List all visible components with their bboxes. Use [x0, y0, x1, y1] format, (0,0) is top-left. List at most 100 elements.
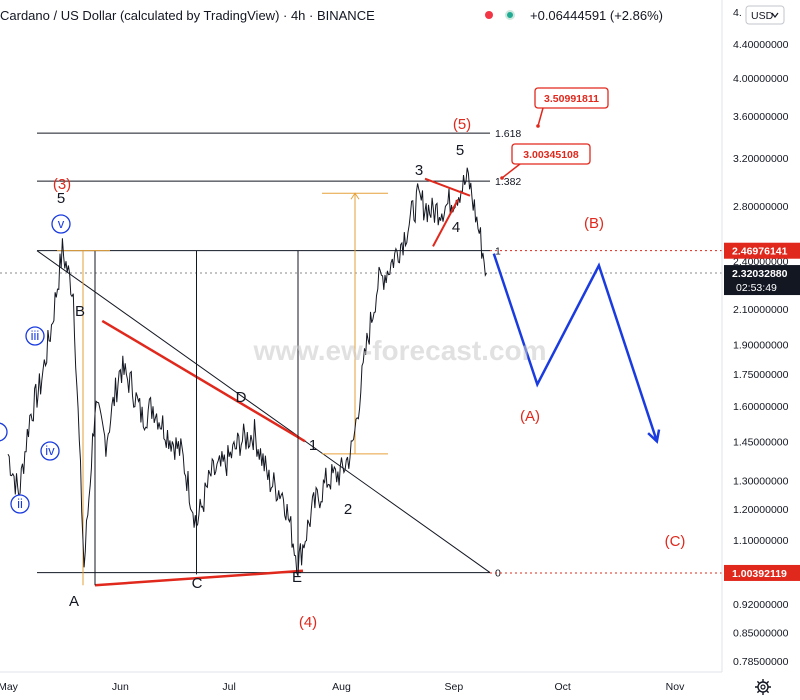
projection-line [492, 253, 659, 442]
wave-label-minor-circle [10, 494, 30, 514]
price-line [7, 167, 487, 577]
price-tag-label: 2.46976141 [732, 246, 788, 258]
fib-level-label: 1.618 [495, 128, 521, 140]
y-tick-label: 2.80000000 [733, 201, 789, 213]
callout-pointer [501, 163, 521, 179]
price-tag [724, 265, 800, 296]
wave-label: 1 [309, 437, 317, 454]
annotations: 3.50991811 3.00345108 [500, 87, 609, 180]
y-tick-label: 4.40000000 [733, 39, 789, 51]
wave-label-degree: (A) [520, 408, 540, 425]
x-tick-label: Jun [112, 681, 129, 693]
wave-label: 2 [344, 501, 352, 518]
x-tick-label: Oct [554, 681, 570, 693]
triangle-lines [36, 192, 491, 587]
wave-label: E [292, 569, 302, 586]
price-tag-label: 1.00392119 [732, 568, 787, 580]
y-tick-label: 1.10000000 [733, 535, 789, 547]
wave-label-minor: iv [45, 443, 55, 458]
y-tick-label: 1.30000000 [733, 475, 789, 487]
y-tick-label: 1.75000000 [733, 369, 789, 381]
wave-label: B [75, 303, 85, 320]
x-tick-label: Jul [222, 681, 235, 693]
symbol-title[interactable]: Cardano / US Dollar (calculated by Tradi… [0, 8, 375, 23]
projection-path [492, 253, 661, 444]
wave-labels: 5 B D 1 2 3 4 5 A C E (3) (5) (B) (A) (C) (4) v iii iv ii [0, 116, 685, 631]
wave-label-degree: (B) [584, 215, 604, 232]
x-tick-labels: May Jun Jul Aug Sep Oct Nov [0, 681, 685, 693]
wave-label-degree: (3) [53, 176, 71, 193]
fib-level-label: 0 [495, 568, 501, 580]
market-status-icon [485, 11, 493, 19]
fib-level-label: 1 [495, 246, 501, 258]
price-tags: 2.46976141 2.32032880 02:53:49 1.00392119 [724, 242, 800, 581]
a-e-trendline [94, 569, 304, 587]
b-d-trendline [101, 319, 306, 443]
wave-label: C [192, 575, 203, 592]
watermark: www.ew-forecast.com [252, 335, 546, 366]
top-price-partial: 4. [733, 7, 742, 19]
chevron-down-icon [771, 12, 779, 18]
arrow-head-icon [647, 429, 661, 444]
y-tick-labels: 4.40000000 4.00000000 3.60000000 3.20000000… [733, 39, 789, 668]
y-tick-label: 0.85000000 [733, 628, 789, 640]
price-tag-label: 2.32032880 [732, 268, 788, 280]
time-axis[interactable]: May Jun Jul Aug Sep Oct Nov [0, 671, 800, 700]
wedge-upper [424, 177, 471, 197]
chart-header: Cardano / US Dollar (calculated by Tradi… [0, 8, 663, 23]
price-tag [724, 564, 800, 581]
x-tick-label: Nov [666, 681, 685, 693]
settings-gear-icon[interactable] [755, 679, 771, 695]
price-callout[interactable] [534, 87, 609, 109]
price-callout-label: 3.50991811 [544, 93, 599, 105]
y-tick-label: 2.10000000 [733, 304, 789, 316]
y-tick-label: 1.60000000 [733, 401, 789, 413]
callout-dot [500, 176, 504, 180]
arrow-up-icon [350, 192, 360, 200]
wave-label-minor-circle-partial [0, 422, 8, 442]
wave-label: 5 [456, 142, 464, 159]
price-callout-label: 3.00345108 [523, 149, 579, 161]
wave-label-minor: ii [17, 496, 23, 511]
wave-label-minor-circle [51, 214, 71, 234]
wave-label: 4 [452, 219, 460, 236]
wave-label-degree: (C) [665, 533, 686, 550]
wave-label-degree: (5) [453, 116, 471, 133]
wave-label: A [69, 593, 79, 610]
y-tick-label: 2.40000000 [733, 256, 789, 268]
wave-label-degree: (4) [299, 614, 317, 631]
wave-label: 5 [57, 190, 65, 207]
currency-select-label: USD [751, 10, 774, 22]
price-series [7, 167, 487, 577]
fib-level-label: 1.382 [495, 176, 521, 188]
y-tick-label: 1.90000000 [733, 340, 789, 352]
price-tag [724, 242, 800, 259]
x-tick-label: Aug [332, 681, 351, 693]
wave-label-minor-circle [25, 326, 45, 346]
y-tick-label: 4.00000000 [733, 73, 789, 85]
wave-label-minor: iii [31, 328, 40, 343]
currency-select[interactable]: USD [745, 5, 785, 25]
price-change: +0.06444591 (+2.86%) [530, 8, 663, 23]
wedge-lower [432, 198, 459, 247]
price-callout[interactable] [511, 143, 591, 165]
x-tick-label: May [0, 681, 19, 693]
y-tick-label: 0.78500000 [733, 656, 789, 668]
y-tick-label: 3.20000000 [733, 153, 789, 165]
wave-label: D [236, 389, 247, 406]
y-tick-label: 0.92000000 [733, 599, 789, 611]
y-tick-label: 3.60000000 [733, 111, 789, 123]
y-tick-label: 1.45000000 [733, 436, 789, 448]
bar-countdown: 02:53:49 [736, 282, 777, 294]
wave-label-minor: v [58, 216, 65, 231]
price-axis[interactable]: 4. USD 4.40000000 4.00000000 3.60000000 3.2… [721, 0, 800, 700]
x-tick-label: Sep [445, 681, 464, 693]
y-tick-label: 1.20000000 [733, 504, 789, 516]
callout-pointer [537, 107, 544, 127]
plot-area[interactable]: 1.618 1.382 1 0 3.50991811 3.00345108 www.ew… [0, 0, 722, 672]
callout-dot [536, 124, 540, 128]
live-indicator-icon [507, 12, 513, 18]
wave-label: 3 [415, 162, 423, 179]
triangle-upper-line [36, 250, 491, 573]
